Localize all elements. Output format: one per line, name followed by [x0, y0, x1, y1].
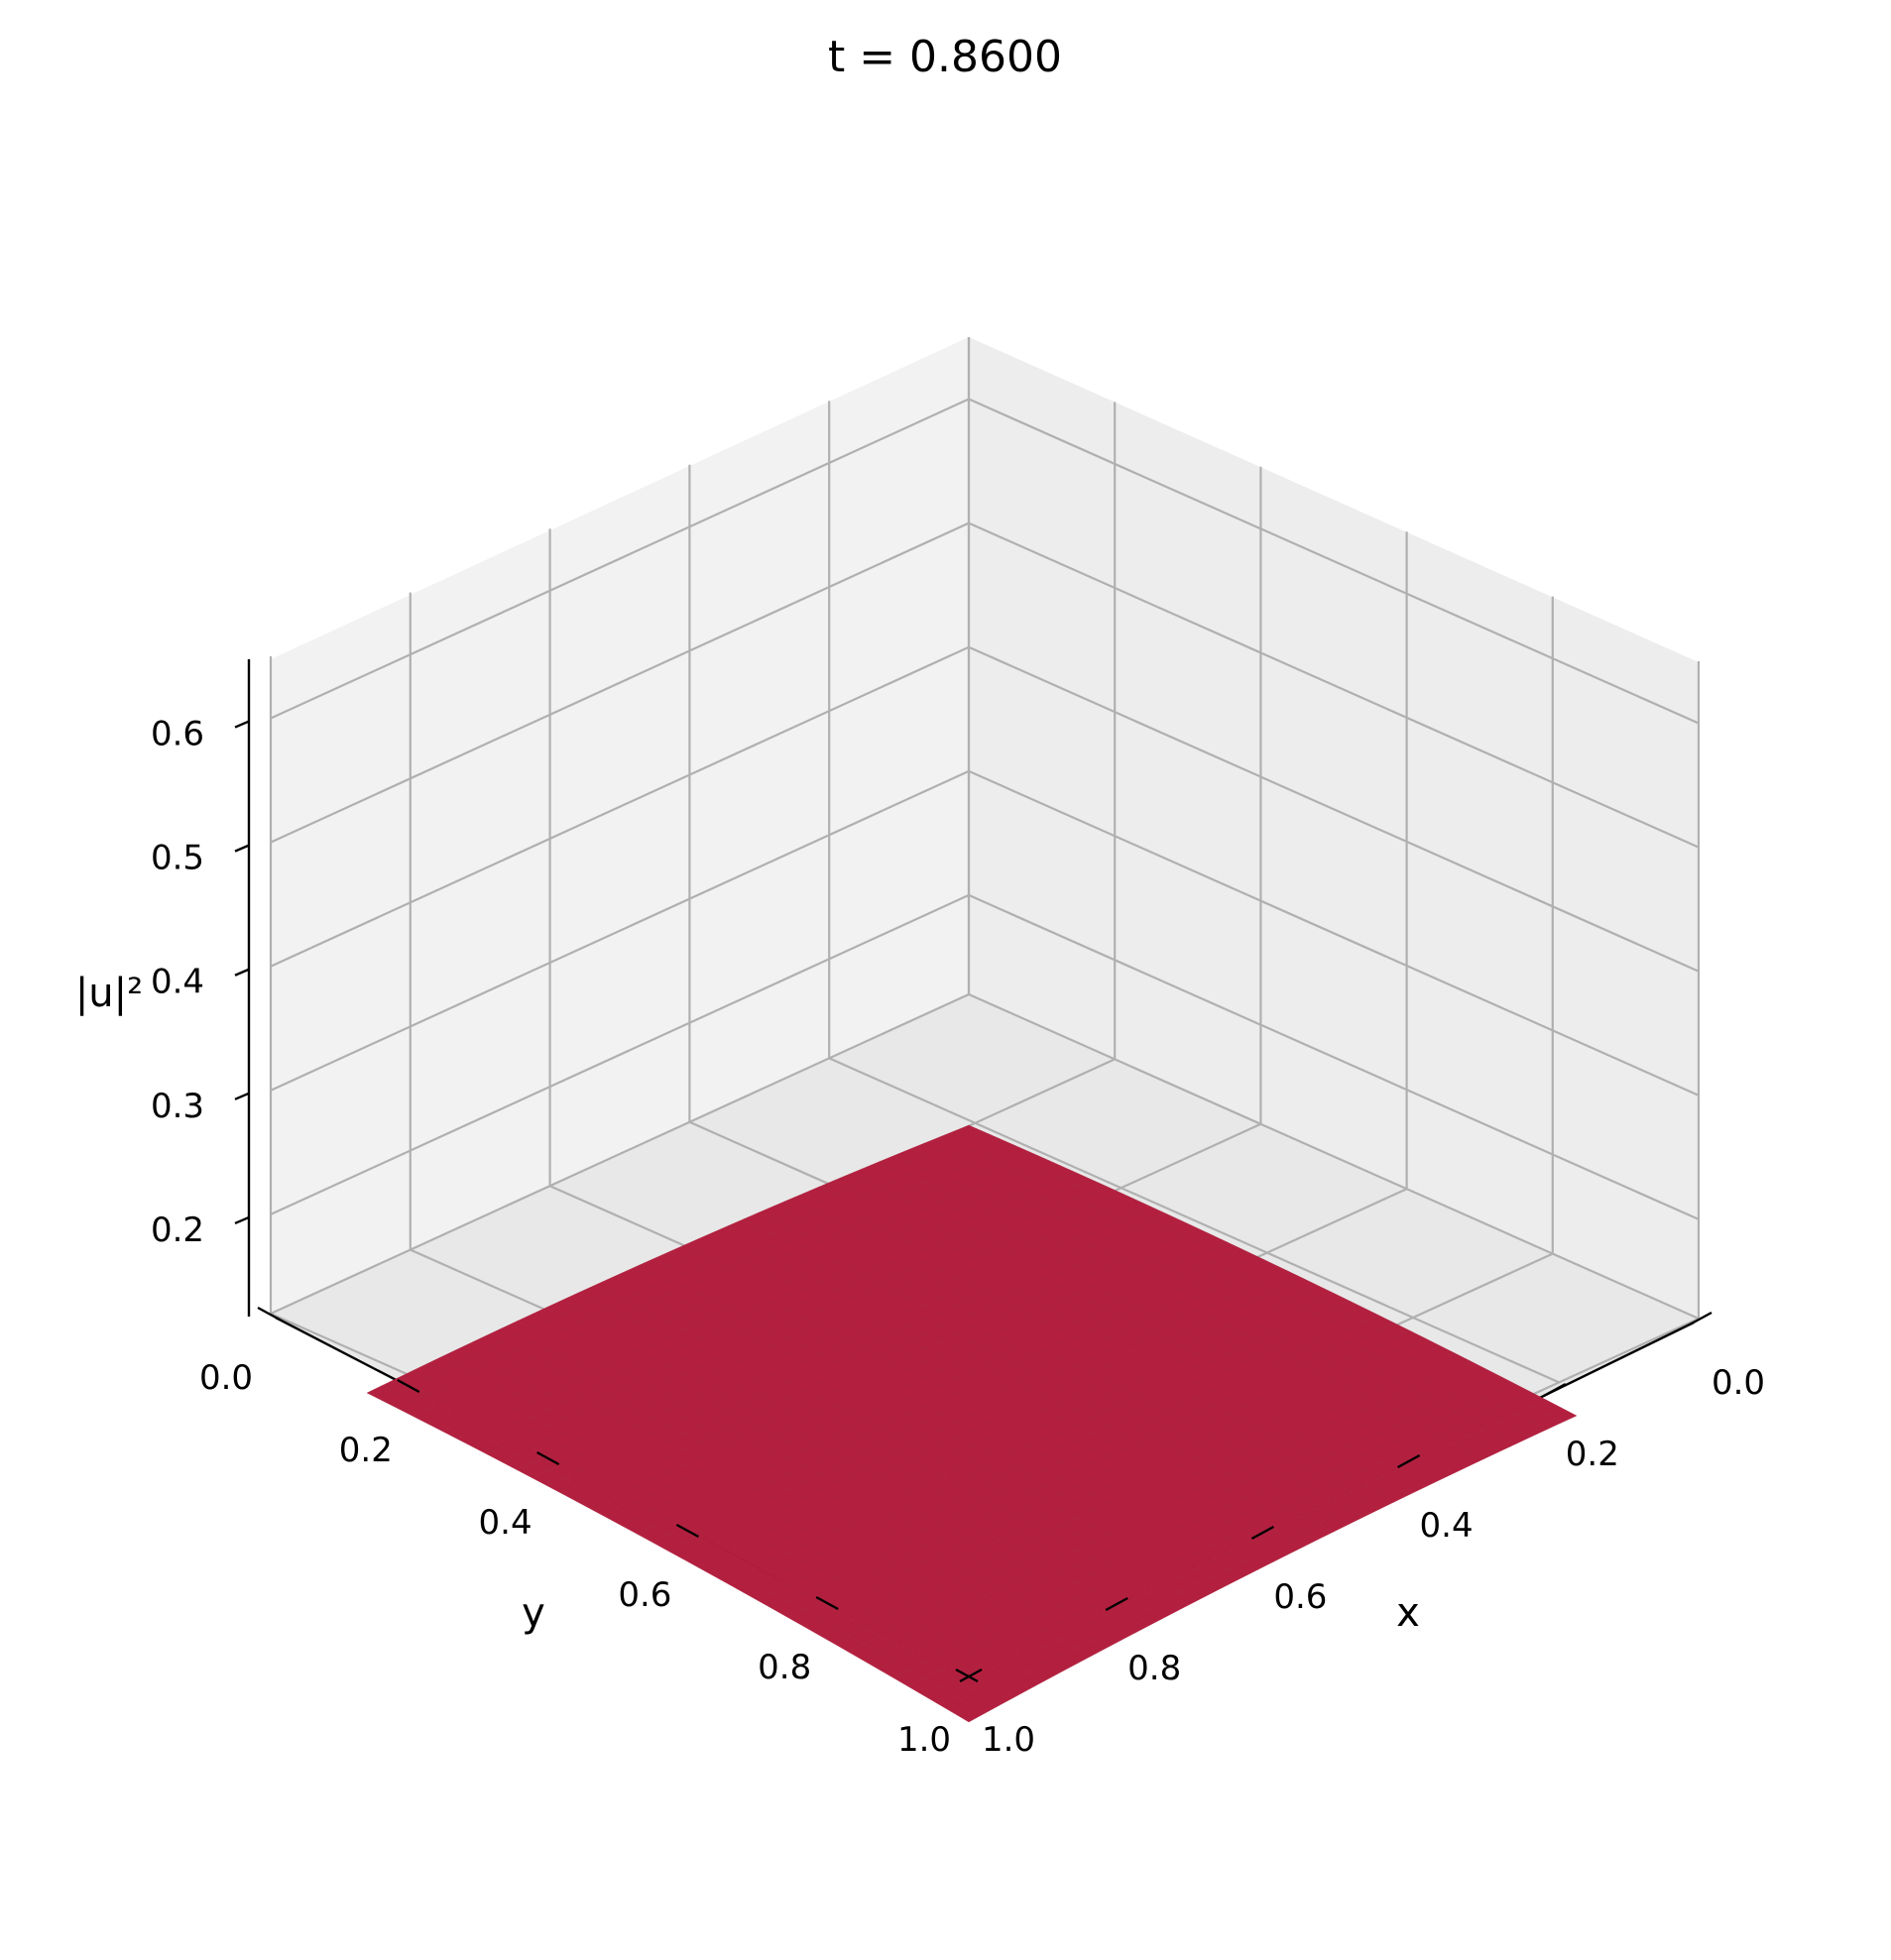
y-tick-label: 1.0: [897, 1720, 951, 1760]
y-tick-mark: [815, 1595, 839, 1611]
grid-line: [968, 521, 1700, 849]
y-tick-label: 0.2: [339, 1431, 393, 1470]
x-tick-label: 0.8: [1127, 1649, 1181, 1688]
grid-line: [270, 645, 970, 968]
grid-line: [968, 769, 1700, 1096]
x-tick-mark: [1543, 1382, 1567, 1398]
back-pane-right: [969, 337, 1699, 1319]
z-tick-label: 0.6: [151, 715, 204, 754]
x-tick-mark: [1397, 1453, 1421, 1469]
grid-line: [270, 398, 970, 720]
y-tick-label: 0.6: [618, 1575, 671, 1615]
surface-mesh: [366, 1124, 1578, 1723]
z-tick-mark: [234, 1092, 250, 1100]
x-tick-label: 0.6: [1273, 1577, 1327, 1617]
z-tick-mark: [234, 968, 250, 977]
y-tick-mark: [257, 1306, 281, 1322]
x-tick-label: 0.2: [1566, 1435, 1619, 1474]
y-tick-label: 0.4: [479, 1503, 532, 1543]
y-tick-label: 0.0: [199, 1358, 253, 1398]
x-tick-label: 0.4: [1420, 1506, 1474, 1546]
y-tick-mark: [955, 1668, 979, 1683]
chart-title: t = 0.8600: [828, 32, 1062, 82]
x-tick-mark: [1105, 1596, 1128, 1612]
y-tick-mark: [675, 1523, 699, 1539]
tick-labels: 0.2 0.3 0.4 0.5 0.6 0.0 0.2 0.4 0.6 0.8 1.0 0.0 0.2 0…: [151, 715, 1765, 1760]
y-tick-mark: [397, 1378, 420, 1394]
back-pane-left: [271, 337, 969, 1314]
x-tick-label: 1.0: [982, 1720, 1035, 1760]
x-tick-mark: [1250, 1525, 1274, 1541]
grid-line: [968, 893, 1700, 1220]
surface-patch: [953, 1704, 985, 1723]
y-tick-label: 0.8: [758, 1648, 811, 1687]
grid-line: [828, 1057, 1560, 1384]
z-tick-label: 0.3: [151, 1087, 204, 1126]
grid-line: [270, 521, 970, 844]
grid-line: [270, 893, 970, 1215]
grid-line: [270, 992, 970, 1316]
z-tick-label: 0.5: [151, 839, 204, 878]
x-tick-label: 0.0: [1712, 1363, 1765, 1403]
y-axis-label: y: [522, 1590, 545, 1636]
z-tick-mark: [234, 844, 250, 853]
x-tick-mark: [959, 1668, 983, 1683]
grid-line: [968, 992, 1700, 1321]
z-axis-label: |u|²: [75, 971, 143, 1016]
z-tick-mark: [234, 720, 250, 729]
y-tick-mark: [536, 1450, 560, 1466]
grid-line: [270, 769, 970, 1092]
z-tick-label: 0.4: [151, 963, 204, 1002]
z-tick-label: 0.2: [151, 1211, 204, 1250]
x-tick-mark: [1689, 1311, 1713, 1326]
grid-line: [968, 645, 1700, 973]
z-tick-mark: [234, 1215, 250, 1225]
x-axis-label: x: [1396, 1590, 1420, 1636]
grid-line: [968, 398, 1700, 725]
